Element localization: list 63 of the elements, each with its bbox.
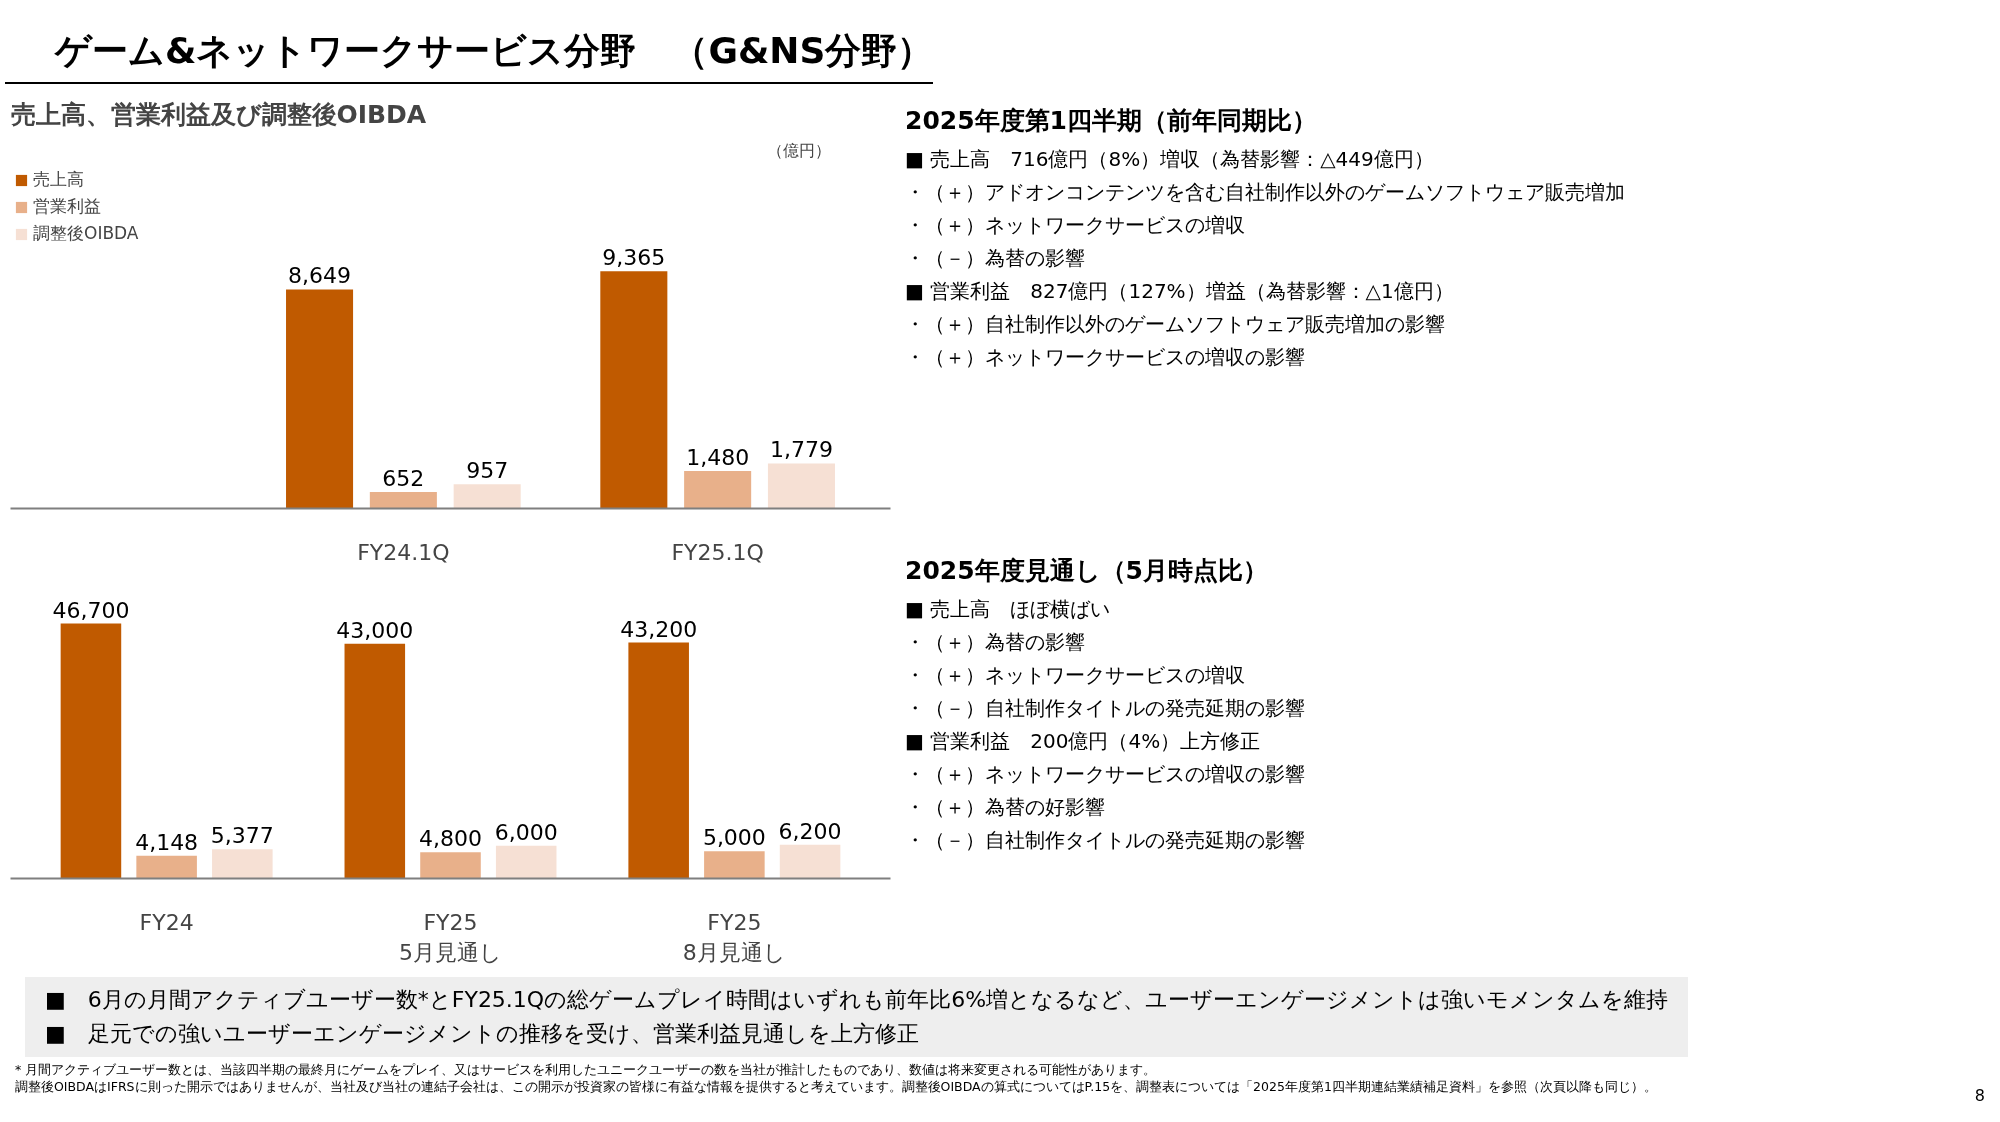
bar [212,849,273,879]
text: ■ 足元での強いユーザーエンゲージメントの推移を受け、営業利益見通しを上方修正 [45,1020,920,1048]
data-label: 1,480 [686,445,750,471]
data-label: 43,200 [620,616,698,642]
x-tick-label: FY24 [139,909,194,935]
bar [704,851,765,879]
text: ・（＋）ネットワークサービスの増収 [905,211,1246,239]
data-label: 957 [466,458,509,484]
data-label: 1,779 [769,437,833,463]
x-tick-label: FY25 5月見通し [399,909,502,965]
text: ■ 6月の月間アクティブユーザー数*とFY25.1Qの総ゲームプレイ時間はいずれも前年比6%増となるなど、ユーザーエンゲージメントは強いモメンタムを維持 [45,986,1669,1014]
data-label: 8,649 [288,263,352,289]
x-tick-label: FY25 8月見通し [682,909,786,965]
text: ■ 売上高 716億円（8%）増収（為替影響：△449億円） [905,145,1435,173]
text: ・（－）自社制作タイトルの発売延期の影響 [905,694,1305,722]
text: ■ 営業利益 827億円（127%）増益（為替影響：△1億円） [905,277,1455,305]
text: ・（－）自社制作タイトルの発売延期の影響 [905,826,1305,854]
legend-label: 営業利益 [33,195,101,218]
data-label: 5,377 [210,823,274,849]
text: 8 [1974,1085,1985,1108]
legend-label: 売上高 [33,168,84,191]
text: ・（＋）自社制作以外のゲームソフトウェア販売増加の影響 [905,310,1446,338]
x-tick-label: FY24.1Q [357,539,450,565]
bar [420,852,481,879]
data-label: 43,000 [336,617,414,643]
text: 2025年度見通し（5月時点比） [905,555,1269,587]
bar [453,484,521,509]
chart-title: ゲーム&ネットワークサービス分野 （G&NS分野） [5,5,934,85]
bar [684,471,752,509]
chart-subtitle: 売上高、営業利益及び調整後OIBDA [10,99,427,129]
text: 2025年度第1四半期（前年同期比） [905,105,1318,137]
y-axis-title: （億円） [766,140,831,160]
data-label: 46,700 [52,597,130,623]
text: ・（＋）為替の好影響 [905,793,1106,821]
text: ■ 営業利益 200億円（4%）上方修正 [905,727,1262,755]
bar [767,463,835,509]
data-label: 652 [382,465,425,491]
bar [495,845,557,879]
bar [779,844,841,879]
bar [60,623,122,879]
x-tick-label: FY25.1Q [671,539,764,565]
text: ■ 売上高 ほぼ横ばい [905,595,1112,623]
text: ・（＋）ネットワークサービスの増収の影響 [905,760,1305,788]
bar [369,491,437,509]
bar [628,642,689,879]
text: ・（＋）アドオンコンテンツを含む自社制作以外のゲームソフトウェア販売増加 [905,178,1625,206]
data-label: 4,800 [419,826,482,852]
data-label: 5,000 [702,825,766,851]
data-label: 9,365 [602,245,666,271]
text: ・（＋）ネットワークサービスの増収の影響 [905,343,1306,371]
legend-label: 調整後OIBDA [33,222,139,245]
bar [344,643,406,879]
data-label: 6,200 [778,818,842,844]
data-label: 4,148 [135,829,199,855]
data-label: 6,000 [494,819,558,845]
bar [286,289,354,509]
text: 調整後OIBDAはIFRSに則った開示ではありませんが、当社及び当社の連結子会社は、この開示が投資家の皆様に有益な情報を提供すると考えています。調整後OIBDAの算式についてはP.15を、調整表については「2025年度第1四半期連結業績補足資料」を参照（次頁以降も同じ）。 [15,1078,1658,1095]
text: ・（＋）為替の影響 [905,628,1086,656]
bar [600,271,668,509]
bar [136,855,197,879]
text: ・（＋）ネットワークサービスの増収 [905,661,1246,689]
text: * 月間アクティブユーザー数とは、当該四半期の最終月にゲームをプレイ、又はサービスを利用したユニークユーザーの数を当社が推計したものであり、数値は将来変更される可能性があります。 [15,1061,1158,1078]
text: ・（－）為替の影響 [905,244,1086,272]
